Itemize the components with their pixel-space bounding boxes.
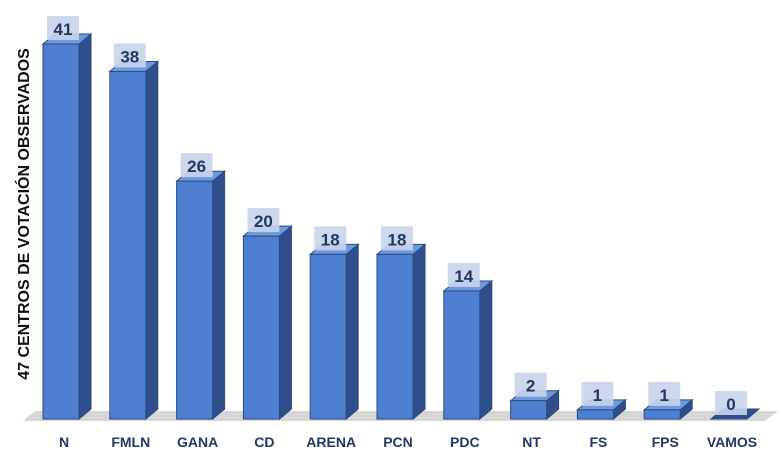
bar-side-gana [212,170,226,421]
bar-fmln: 38 FMLN [108,43,160,450]
value-label-gana: 26 [187,157,206,176]
bar-side-arena [345,243,359,421]
bar-side-n [78,32,92,421]
category-label-gana: GANA [177,434,218,450]
bar-cd: 20 CD [242,208,293,450]
bar-front-pcn [376,253,414,420]
category-label-pdc: PDC [450,434,480,450]
value-box-arena [314,226,347,251]
value-box-gana [180,153,213,178]
value-label-pcn: 18 [388,230,407,249]
value-box-vamos [715,391,747,415]
bar-front-fmln [109,70,147,420]
bar-front-pdc [443,290,481,420]
category-label-fps: FPS [652,434,679,450]
bar-side-pdc [479,279,493,421]
category-label-n: N [59,434,69,450]
value-label-nt: 2 [526,377,535,396]
category-label-cd: CD [254,434,274,450]
bar-n: 41 N [41,16,93,450]
value-box-cd [247,208,280,233]
bar-pdc: 14 PDC [442,262,494,450]
category-label-arena: ARENA [306,434,356,450]
bar-front-n [42,43,80,420]
value-label-fps: 1 [659,386,668,405]
value-box-nt [514,372,547,397]
bar-arena: 18 ARENA [306,226,360,450]
value-box-n [47,16,79,40]
value-box-fs [581,381,614,406]
value-label-vamos: 0 [726,395,735,414]
value-label-n: 41 [54,20,73,39]
bar-pcn: 18 PCN [375,226,427,450]
bar-front-arena [309,253,347,420]
value-box-fmln [113,43,146,68]
bar-side-fmln [145,60,159,421]
y-axis-label: 47 CENTROS DE VOTACIÓN OBSERVADOS [14,48,33,380]
category-label-fmln: FMLN [111,434,150,450]
value-label-arena: 18 [321,230,340,249]
bar-front-nt [510,400,548,420]
bar-front-cd [242,235,280,420]
category-label-vamos: VAMOS [707,434,757,450]
value-box-fps [648,381,681,406]
bar-fs: 1 FS [576,381,627,450]
bar-side-pcn [412,243,426,421]
category-label-fs: FS [589,434,607,450]
value-label-pdc: 14 [454,267,473,286]
value-box-pdc [447,262,480,287]
value-label-fs: 1 [593,386,602,405]
category-label-nt: NT [522,434,541,450]
category-label-pcn: PCN [383,434,413,450]
bar-front-fs [576,409,614,420]
bar-front-fps [643,409,681,420]
bar-front-gana [176,180,214,420]
value-label-cd: 20 [254,212,273,231]
bar-side-cd [278,225,292,421]
value-box-pcn [381,226,413,251]
bar-fps: 1 FPS [642,381,694,450]
bar-nt: 2 NT [509,372,560,450]
value-label-fmln: 38 [120,47,139,66]
bar-gana: 26 GANA [175,153,226,450]
bar-vamos: 0 VAMOS [707,391,761,450]
